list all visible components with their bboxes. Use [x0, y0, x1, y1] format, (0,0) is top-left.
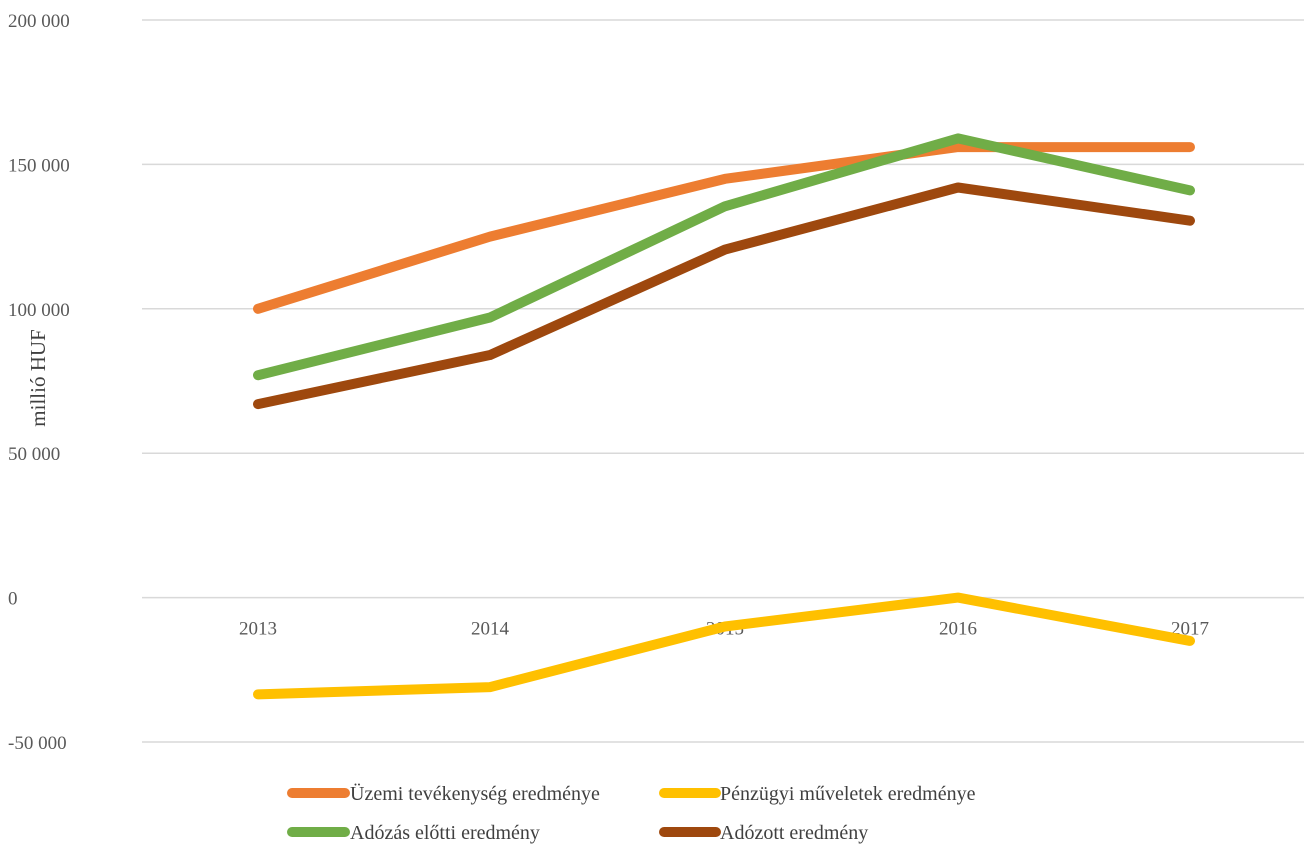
legend: Üzemi tevékenység eredménye Pénzügyi műve… — [287, 782, 976, 844]
y-axis-title: millió HUF — [26, 329, 50, 426]
series-lines — [253, 133, 1195, 700]
y-tick-label: 100 000 — [8, 300, 70, 321]
x-tick-label: 2016 — [939, 619, 977, 640]
legend-label: Üzemi tevékenység eredménye — [350, 782, 600, 805]
legend-item: Adózott eredmény — [659, 822, 868, 844]
y-axis-tick-labels: -50 000 0 50 000 100 000 150 000 200 000 — [8, 11, 70, 754]
gridlines — [142, 19, 1304, 743]
y-tick-label: 200 000 — [8, 11, 70, 32]
y-tick-label: 150 000 — [8, 155, 70, 176]
x-tick-label: 2013 — [239, 619, 277, 640]
series-line-1 — [253, 592, 1195, 700]
y-tick-label: 0 — [8, 589, 18, 610]
legend-item: Üzemi tevékenység eredménye — [287, 782, 600, 805]
y-tick-label: 50 000 — [8, 444, 60, 465]
series-line-2 — [253, 133, 1195, 381]
y-tick-label: -50 000 — [8, 733, 67, 754]
x-tick-label: 2014 — [471, 619, 510, 640]
legend-label: Pénzügyi műveletek eredménye — [720, 783, 976, 805]
legend-item: Pénzügyi műveletek eredménye — [659, 783, 976, 805]
legend-label: Adózott eredmény — [720, 822, 868, 844]
series-line-0 — [253, 142, 1195, 314]
legend-label: Adózás előtti eredmény — [350, 822, 540, 844]
legend-item: Adózás előtti eredmény — [287, 822, 540, 844]
series-line-3 — [253, 182, 1195, 410]
